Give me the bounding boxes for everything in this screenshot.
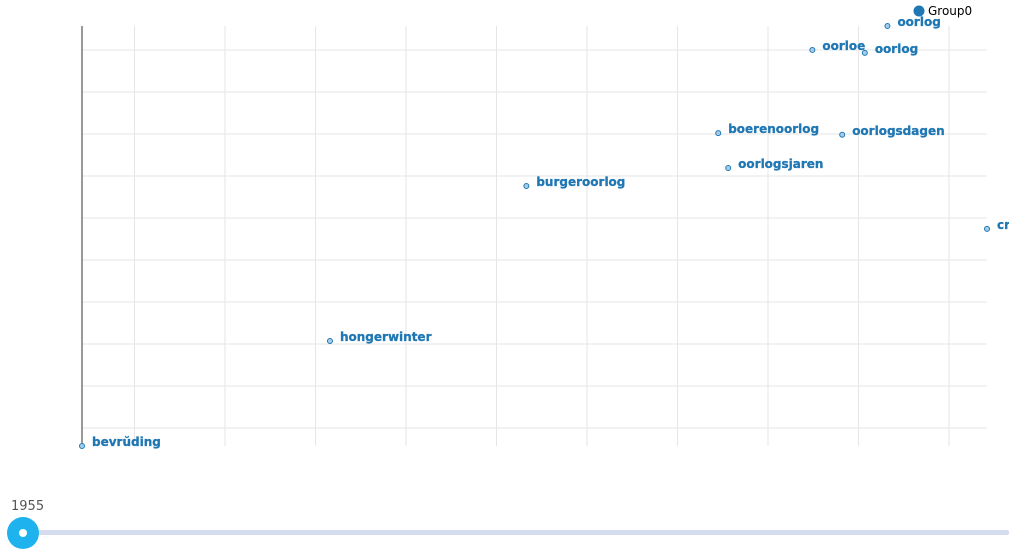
data-point[interactable] [79,443,85,449]
legend-label: Group0 [928,4,972,18]
data-point-label: oorlog [875,42,918,56]
legend-marker [913,5,925,17]
data-point[interactable] [326,338,333,344]
legend: Group0 [913,4,972,18]
slider-handle[interactable] [7,517,39,549]
data-point-label: oorlogsjaren [738,157,823,171]
slider-track[interactable] [23,530,1009,535]
data-point-label: oorlog [897,15,940,29]
data-point-label: hongerwinter [340,330,432,344]
data-point-label: cr [997,218,1009,232]
data-point[interactable] [809,46,816,53]
grid [82,26,987,446]
data-point[interactable] [725,164,732,171]
data-point[interactable] [861,49,868,56]
data-points: bevrŭding hongerwinter burgeroorlog oorlogs… [79,15,1009,449]
data-point-label: oorloe [822,39,865,53]
data-point-label: boerenoorlog [728,122,819,136]
data-point-label: bevrŭding [92,435,161,449]
slider-year-label: 1955 [11,499,45,514]
scatter-chart: bevrŭding hongerwinter burgeroorlog oorlogs… [79,4,1009,449]
data-point-label: burgeroorlog [536,175,625,189]
data-point[interactable] [715,130,722,137]
data-point[interactable] [523,183,530,190]
data-point[interactable] [984,225,990,232]
data-point[interactable] [884,23,891,29]
data-point-label: oorlogsdagen [852,124,944,138]
data-point[interactable] [839,131,846,138]
